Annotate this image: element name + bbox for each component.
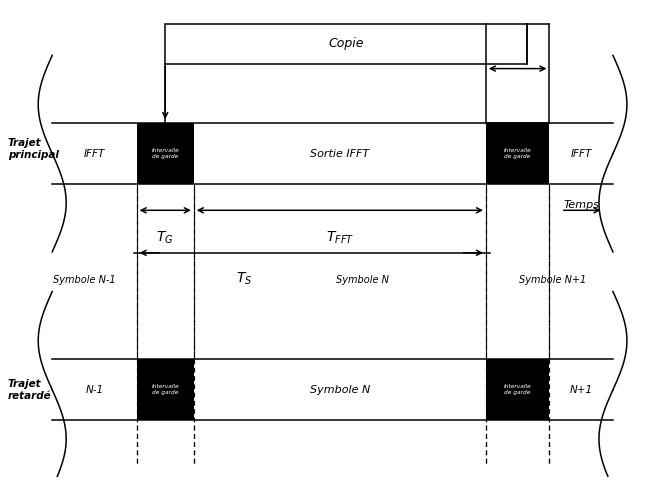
- Bar: [194, 359, 486, 420]
- Text: IFFT: IFFT: [84, 148, 105, 159]
- Bar: [137, 123, 194, 184]
- Text: $T_G$: $T_G$: [156, 229, 174, 246]
- Text: Temps: Temps: [563, 200, 599, 210]
- Bar: [52, 123, 613, 184]
- Text: Copie: Copie: [329, 37, 364, 50]
- Text: N-1: N-1: [86, 385, 104, 395]
- Bar: [486, 123, 550, 184]
- Text: Symbole N: Symbole N: [336, 276, 389, 285]
- Text: Trajet
retardé: Trajet retardé: [8, 379, 51, 401]
- Text: $T_S$: $T_S$: [237, 271, 253, 287]
- Text: Intervalle
de garde: Intervalle de garde: [152, 384, 179, 395]
- Bar: [194, 123, 486, 184]
- Text: Intervalle
de garde: Intervalle de garde: [503, 148, 531, 159]
- Text: Intervalle
de garde: Intervalle de garde: [503, 384, 531, 395]
- Text: N+1: N+1: [570, 385, 593, 395]
- Text: Symbole N+1: Symbole N+1: [519, 276, 586, 285]
- Text: Trajet
principal: Trajet principal: [8, 138, 58, 160]
- Bar: [165, 24, 527, 64]
- Text: Symbole N: Symbole N: [310, 385, 370, 395]
- Text: IFFT: IFFT: [570, 148, 592, 159]
- Text: Symbole N-1: Symbole N-1: [53, 276, 116, 285]
- Text: $T_{FFT}$: $T_{FFT}$: [326, 229, 354, 246]
- Text: Intervalle
de garde: Intervalle de garde: [152, 148, 179, 159]
- Bar: [486, 359, 550, 420]
- Bar: [137, 359, 194, 420]
- Text: Sortie IFFT: Sortie IFFT: [310, 148, 369, 159]
- Bar: [52, 359, 613, 420]
